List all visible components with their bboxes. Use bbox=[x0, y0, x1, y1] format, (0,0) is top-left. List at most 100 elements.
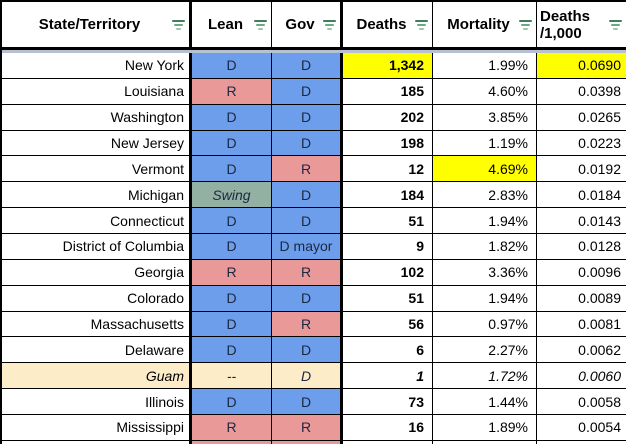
cell-gov[interactable]: D bbox=[272, 363, 343, 389]
cell-deaths[interactable]: 202 bbox=[343, 104, 433, 130]
cell-state[interactable]: Delaware bbox=[2, 337, 192, 363]
cell-mortality[interactable]: 4.60% bbox=[433, 78, 537, 104]
cell-lean[interactable]: D bbox=[192, 104, 272, 130]
cell-mortality[interactable]: 1.44% bbox=[433, 389, 537, 415]
cell-deaths[interactable]: 1,342 bbox=[343, 53, 433, 78]
cell-mortality[interactable]: 1.94% bbox=[433, 208, 537, 234]
cell-lean[interactable]: R bbox=[192, 415, 272, 440]
cell-gov[interactable]: D bbox=[272, 208, 343, 234]
cell-deaths-per-1000[interactable]: 0.0058 bbox=[537, 389, 626, 415]
cell-deaths[interactable]: 51 bbox=[343, 208, 433, 234]
cell-state[interactable]: Washington bbox=[2, 104, 192, 130]
column-header-deaths[interactable]: Deaths bbox=[343, 2, 433, 47]
cell-state[interactable]: Guam bbox=[2, 363, 192, 389]
column-header-lean[interactable]: Lean bbox=[192, 2, 272, 47]
cell-mortality[interactable]: 3.36% bbox=[433, 259, 537, 285]
cell-lean[interactable]: D bbox=[192, 389, 272, 415]
cell-deaths[interactable]: 198 bbox=[343, 130, 433, 156]
column-header-state-territory[interactable]: State/Territory bbox=[2, 2, 192, 47]
cell-lean[interactable]: R bbox=[192, 259, 272, 285]
cell-gov[interactable]: D bbox=[272, 53, 343, 78]
cell-gov[interactable]: D bbox=[272, 78, 343, 104]
cell-mortality[interactable]: 1.19% bbox=[433, 130, 537, 156]
cell-gov[interactable]: R bbox=[272, 311, 343, 337]
cell-deaths-per-1000[interactable]: 0.0081 bbox=[537, 311, 626, 337]
cell-lean[interactable]: D bbox=[192, 156, 272, 182]
cell-lean[interactable]: D bbox=[192, 311, 272, 337]
cell-state[interactable]: New York bbox=[2, 53, 192, 78]
cell-deaths[interactable]: 185 bbox=[343, 78, 433, 104]
cell-state[interactable]: Colorado bbox=[2, 285, 192, 311]
cell-state[interactable]: Louisiana bbox=[2, 78, 192, 104]
cell-deaths[interactable]: 51 bbox=[343, 285, 433, 311]
cell-lean[interactable]: D bbox=[192, 53, 272, 78]
cell-gov[interactable]: D mayor bbox=[272, 234, 343, 259]
cell-gov[interactable]: D bbox=[272, 182, 343, 208]
cell-lean[interactable]: D bbox=[192, 130, 272, 156]
cell-mortality[interactable]: 1.72% bbox=[433, 363, 537, 389]
cell-mortality[interactable]: 1.99% bbox=[433, 53, 537, 78]
cell-gov[interactable]: D bbox=[272, 389, 343, 415]
cell-state[interactable]: Mississippi bbox=[2, 415, 192, 440]
cell-deaths[interactable]: 16 bbox=[343, 415, 433, 440]
cell-state[interactable]: Michigan bbox=[2, 182, 192, 208]
filter-icon[interactable] bbox=[518, 19, 533, 30]
cell-deaths[interactable]: 9 bbox=[343, 234, 433, 259]
filter-icon[interactable] bbox=[322, 19, 337, 30]
cell-gov[interactable]: D bbox=[272, 285, 343, 311]
cell-deaths-per-1000[interactable]: 0.0054 bbox=[537, 415, 626, 440]
cell-state[interactable]: Georgia bbox=[2, 259, 192, 285]
cell-deaths[interactable]: 6 bbox=[343, 337, 433, 363]
cell-mortality[interactable]: 4.69% bbox=[433, 156, 537, 182]
cell-deaths[interactable]: 102 bbox=[343, 259, 433, 285]
filter-icon[interactable] bbox=[253, 19, 268, 30]
cell-state[interactable]: District of Columbia bbox=[2, 234, 192, 259]
cell-state[interactable]: Vermont bbox=[2, 156, 192, 182]
cell-lean[interactable]: Swing bbox=[192, 182, 272, 208]
cell-lean[interactable]: D bbox=[192, 208, 272, 234]
column-header-mortality[interactable]: Mortality bbox=[433, 2, 537, 47]
cell-gov[interactable]: R bbox=[272, 156, 343, 182]
column-header-deaths-per-1000[interactable]: Deaths /1,000 bbox=[537, 2, 626, 47]
filter-icon[interactable] bbox=[608, 19, 623, 30]
cell-deaths-per-1000[interactable]: 0.0265 bbox=[537, 104, 626, 130]
cell-deaths[interactable]: 1 bbox=[343, 363, 433, 389]
cell-deaths[interactable]: 12 bbox=[343, 156, 433, 182]
cell-lean[interactable]: D bbox=[192, 234, 272, 259]
cell-mortality[interactable]: 1.94% bbox=[433, 285, 537, 311]
cell-deaths-per-1000[interactable]: 0.0062 bbox=[537, 337, 626, 363]
cell-deaths-per-1000[interactable]: 0.0128 bbox=[537, 234, 626, 259]
cell-mortality[interactable]: 3.85% bbox=[433, 104, 537, 130]
cell-deaths-per-1000[interactable]: 0.0060 bbox=[537, 363, 626, 389]
cell-state[interactable]: Massachusetts bbox=[2, 311, 192, 337]
cell-lean[interactable]: D bbox=[192, 285, 272, 311]
cell-mortality[interactable]: 0.97% bbox=[433, 311, 537, 337]
column-header-gov[interactable]: Gov bbox=[272, 2, 343, 47]
cell-deaths-per-1000[interactable]: 0.0398 bbox=[537, 78, 626, 104]
cell-deaths-per-1000[interactable]: 0.0089 bbox=[537, 285, 626, 311]
cell-deaths-per-1000[interactable]: 0.0143 bbox=[537, 208, 626, 234]
cell-deaths-per-1000[interactable]: 0.0184 bbox=[537, 182, 626, 208]
cell-state[interactable]: Illinois bbox=[2, 389, 192, 415]
filter-icon[interactable] bbox=[414, 19, 429, 30]
cell-mortality[interactable]: 1.82% bbox=[433, 234, 537, 259]
cell-gov[interactable]: D bbox=[272, 104, 343, 130]
cell-deaths[interactable]: 184 bbox=[343, 182, 433, 208]
cell-mortality[interactable]: 1.89% bbox=[433, 415, 537, 440]
cell-gov[interactable]: R bbox=[272, 259, 343, 285]
cell-deaths[interactable]: 56 bbox=[343, 311, 433, 337]
cell-deaths-per-1000[interactable]: 0.0096 bbox=[537, 259, 626, 285]
cell-lean[interactable]: D bbox=[192, 337, 272, 363]
cell-deaths-per-1000[interactable]: 0.0690 bbox=[537, 53, 626, 78]
cell-mortality[interactable]: 2.27% bbox=[433, 337, 537, 363]
cell-state[interactable]: Connecticut bbox=[2, 208, 192, 234]
cell-deaths-per-1000[interactable]: 0.0192 bbox=[537, 156, 626, 182]
filter-icon[interactable] bbox=[171, 19, 186, 30]
cell-gov[interactable]: D bbox=[272, 337, 343, 363]
cell-mortality[interactable]: 2.83% bbox=[433, 182, 537, 208]
cell-lean[interactable]: R bbox=[192, 78, 272, 104]
cell-deaths-per-1000[interactable]: 0.0223 bbox=[537, 130, 626, 156]
cell-lean[interactable]: -- bbox=[192, 363, 272, 389]
cell-deaths[interactable]: 73 bbox=[343, 389, 433, 415]
cell-gov[interactable]: R bbox=[272, 415, 343, 440]
